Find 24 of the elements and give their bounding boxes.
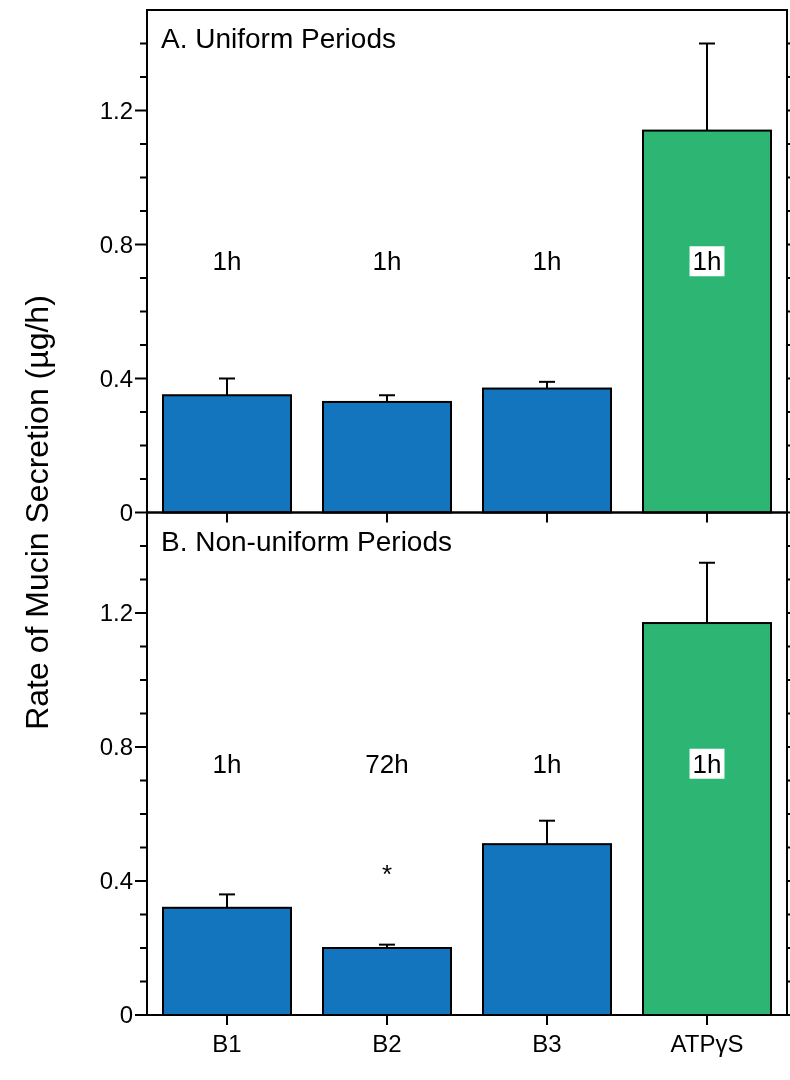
- y-tick-label: 1.2: [99, 599, 133, 627]
- y-tick-label: 0.8: [99, 230, 133, 258]
- y-tick-label: 0.4: [99, 364, 133, 392]
- x-tick-label: B2: [372, 1030, 402, 1058]
- annotation: 72h: [365, 748, 409, 779]
- annotation: *: [381, 859, 393, 890]
- annotation: 1h: [212, 246, 242, 277]
- annotation: 1h: [692, 748, 722, 779]
- annotation: 1h: [212, 748, 242, 779]
- annotation: 1h: [692, 246, 722, 277]
- y-tick-label: 0: [119, 498, 133, 526]
- x-tick-label: B3: [532, 1030, 562, 1058]
- y-tick-label: 0: [119, 1001, 133, 1029]
- annotation: 1h: [372, 246, 402, 277]
- y-tick-label: 1.2: [99, 96, 133, 124]
- y-tick-label: 0.8: [99, 733, 133, 761]
- x-tick-label: B1: [212, 1030, 242, 1058]
- text: B. Non-uniform Periods: [161, 525, 453, 557]
- y-axis-title: Rate of Mucin Secretion (µg/h): [19, 295, 55, 730]
- annotation: 1h: [532, 748, 562, 779]
- x-tick-label: ATPγS: [670, 1030, 744, 1058]
- annotation: 1h: [532, 246, 562, 277]
- y-tick-label: 0.4: [99, 867, 133, 895]
- text: A. Uniform Periods: [161, 23, 396, 54]
